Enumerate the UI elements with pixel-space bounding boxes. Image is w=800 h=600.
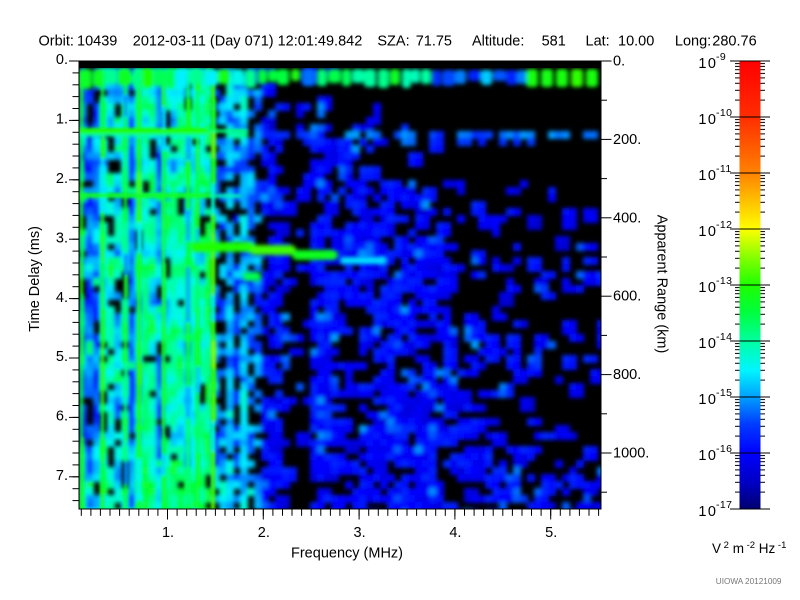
svg-text:10: 10 xyxy=(698,168,717,184)
svg-text:-10: -10 xyxy=(716,107,732,119)
svg-text:10: 10 xyxy=(698,392,717,408)
svg-text:10: 10 xyxy=(698,112,717,128)
svg-text:2.: 2. xyxy=(56,171,68,187)
svg-text:V 2 m -2 Hz -1: V 2 m -2 Hz -1 xyxy=(712,540,786,556)
svg-text:400.: 400. xyxy=(613,210,641,226)
svg-text:-9: -9 xyxy=(716,51,726,63)
svg-text:1.: 1. xyxy=(56,112,68,128)
svg-text:10.00: 10.00 xyxy=(618,33,654,49)
svg-text:7.: 7. xyxy=(56,468,68,484)
svg-text:800.: 800. xyxy=(613,367,641,383)
svg-text:Long:: Long: xyxy=(675,33,711,49)
svg-text:4.: 4. xyxy=(56,290,68,306)
svg-text:Apparent Range (km): Apparent Range (km) xyxy=(654,215,670,354)
svg-text:3.: 3. xyxy=(354,525,366,541)
svg-text:1.: 1. xyxy=(162,525,174,541)
svg-text:-11: -11 xyxy=(716,163,732,175)
svg-text:6.: 6. xyxy=(56,409,68,425)
svg-text:5.: 5. xyxy=(545,525,557,541)
svg-text:2012-03-11 (Day 071) 12:01:49.: 2012-03-11 (Day 071) 12:01:49.842 xyxy=(133,33,362,49)
svg-text:4.: 4. xyxy=(449,525,461,541)
svg-text:581: 581 xyxy=(542,33,566,49)
svg-text:Time Delay (ms): Time Delay (ms) xyxy=(27,226,43,332)
svg-text:10: 10 xyxy=(698,504,717,520)
svg-text:10: 10 xyxy=(698,280,717,296)
svg-text:-12: -12 xyxy=(716,219,732,231)
svg-text:1000.: 1000. xyxy=(613,446,649,462)
svg-text:-14: -14 xyxy=(716,331,732,343)
svg-text:600.: 600. xyxy=(613,289,641,305)
svg-text:71.75: 71.75 xyxy=(416,33,452,49)
svg-text:280.76: 280.76 xyxy=(712,33,756,49)
svg-text:200.: 200. xyxy=(613,132,641,148)
svg-text:Lat:: Lat: xyxy=(586,33,610,49)
svg-text:10439: 10439 xyxy=(77,33,117,49)
svg-text:UIOWA 20121009: UIOWA 20121009 xyxy=(716,577,782,586)
svg-text:10: 10 xyxy=(698,224,717,240)
svg-text:-13: -13 xyxy=(716,275,732,287)
svg-text:Altitude:: Altitude: xyxy=(472,33,524,49)
svg-text:Frequency (MHz): Frequency (MHz) xyxy=(291,546,403,562)
svg-text:5.: 5. xyxy=(56,349,68,365)
svg-text:10: 10 xyxy=(698,448,717,464)
svg-text:10: 10 xyxy=(698,56,717,72)
svg-text:-15: -15 xyxy=(716,387,732,399)
svg-text:SZA:: SZA: xyxy=(377,33,409,49)
svg-text:-17: -17 xyxy=(716,499,732,511)
svg-text:2.: 2. xyxy=(258,525,270,541)
svg-text:0.: 0. xyxy=(613,54,625,70)
svg-text:3.: 3. xyxy=(56,230,68,246)
svg-text:-16: -16 xyxy=(716,443,732,455)
svg-text:0.: 0. xyxy=(56,52,68,68)
svg-text:Orbit:: Orbit: xyxy=(39,33,74,49)
svg-text:10: 10 xyxy=(698,336,717,352)
